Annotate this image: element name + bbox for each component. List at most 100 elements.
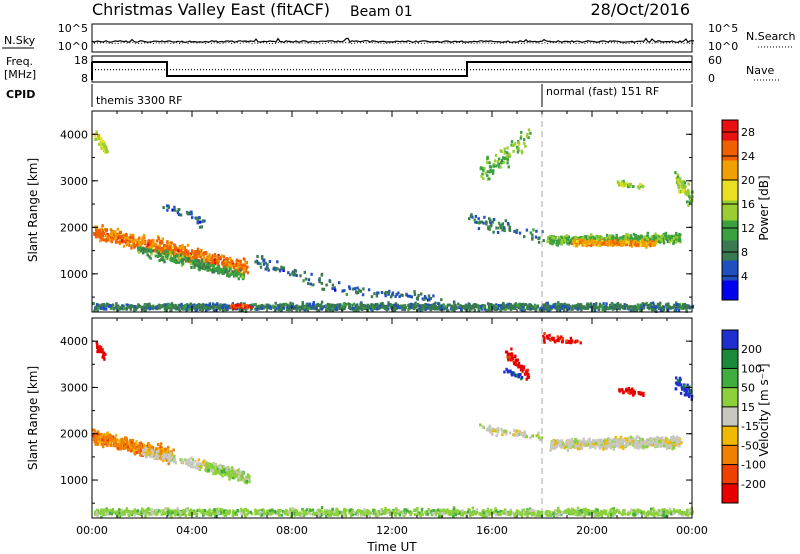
data-cell: [362, 304, 365, 307]
data-cell: [357, 308, 360, 312]
power-colorbar-tick-label-5: 8: [741, 246, 748, 259]
data-cell: [567, 307, 570, 311]
data-cell: [132, 233, 135, 237]
data-cell: [499, 165, 502, 169]
data-cell: [620, 443, 624, 447]
data-cell: [356, 304, 359, 308]
power-panel-frame: [91, 110, 693, 313]
data-cell: [200, 253, 203, 257]
data-cell: [465, 306, 468, 310]
data-cell: [485, 222, 488, 226]
data-cell: [453, 303, 456, 307]
data-cell: [682, 189, 685, 193]
data-cell: [284, 303, 287, 306]
data-cell: [650, 308, 654, 311]
data-cell: [227, 471, 231, 474]
data-cell: [580, 308, 583, 312]
data-cell: [512, 306, 515, 310]
data-cell: [174, 252, 178, 256]
data-cell: [271, 304, 274, 308]
data-cell: [333, 307, 337, 311]
data-cell: [591, 239, 594, 243]
data-cell: [665, 446, 669, 450]
data-cell: [123, 236, 127, 240]
data-cell: [542, 308, 545, 312]
data-cell: [130, 235, 133, 239]
data-cell: [473, 309, 476, 312]
data-cell: [661, 436, 664, 440]
data-cell: [493, 305, 496, 308]
data-cell: [572, 304, 575, 308]
data-cell: [191, 458, 195, 462]
data-cell: [234, 474, 238, 478]
data-cell: [243, 264, 247, 267]
data-cell: [112, 307, 116, 311]
data-cell: [205, 462, 208, 466]
data-cell: [165, 246, 168, 250]
data-cell: [369, 307, 373, 311]
data-cell: [257, 261, 260, 265]
data-cell: [156, 235, 160, 239]
data-cell: [228, 472, 231, 476]
data-cell: [325, 308, 328, 312]
data-cell: [166, 257, 169, 261]
data-cell: [611, 307, 615, 311]
data-cell: [289, 273, 292, 277]
data-cell: [144, 455, 148, 459]
data-cell: [604, 307, 607, 311]
data-cell: [266, 263, 269, 267]
data-cell: [515, 231, 518, 234]
data-cell: [135, 440, 138, 444]
data-cell: [185, 303, 189, 307]
data-cell: [580, 239, 583, 243]
data-cell: [97, 346, 100, 349]
data-cell: [328, 280, 332, 283]
data-cell: [506, 146, 509, 150]
data-cell: [257, 307, 261, 311]
velocity-data-points: [92, 332, 694, 519]
data-cell: [638, 304, 641, 308]
data-cell: [611, 243, 614, 247]
data-cell: [203, 219, 206, 223]
data-cell: [474, 214, 478, 218]
data-cell: [157, 255, 160, 258]
data-cell: [405, 293, 408, 297]
data-cell: [538, 236, 541, 240]
data-cell: [106, 434, 110, 438]
data-cell: [217, 269, 221, 273]
data-cell: [581, 241, 585, 245]
data-cell: [590, 233, 593, 237]
data-cell: [214, 255, 217, 259]
data-cell: [165, 458, 168, 462]
data-cell: [106, 443, 109, 447]
data-cell: [209, 262, 212, 265]
data-cell: [607, 236, 610, 240]
data-cell: [160, 248, 163, 252]
data-cell: [505, 304, 508, 308]
data-cell: [183, 249, 187, 253]
data-cell: [497, 157, 501, 161]
data-cell: [239, 259, 242, 263]
data-cell: [231, 470, 235, 474]
data-cell: [167, 303, 171, 307]
data-cell: [213, 262, 217, 266]
data-cell: [130, 439, 133, 442]
data-cell: [583, 241, 586, 244]
data-cell: [224, 259, 227, 263]
data-cell: [172, 448, 175, 452]
data-cell: [202, 463, 205, 467]
data-cell: [298, 305, 302, 309]
data-cell: [237, 471, 240, 475]
data-cell: [412, 306, 415, 310]
data-cell: [690, 197, 693, 201]
data-cell: [153, 453, 156, 457]
data-cell: [189, 465, 193, 469]
data-cell: [398, 295, 401, 299]
data-cell: [522, 302, 525, 306]
data-cell: [110, 437, 113, 441]
data-cell: [562, 304, 565, 308]
data-cell: [193, 266, 196, 269]
data-cell: [679, 177, 682, 181]
freq-left-tick-top: 18: [74, 54, 88, 67]
data-cell: [539, 438, 542, 442]
